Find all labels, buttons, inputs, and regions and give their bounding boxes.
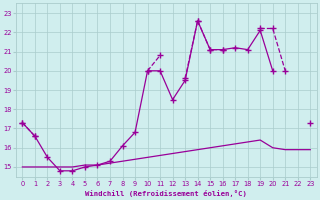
X-axis label: Windchill (Refroidissement éolien,°C): Windchill (Refroidissement éolien,°C): [85, 190, 247, 197]
